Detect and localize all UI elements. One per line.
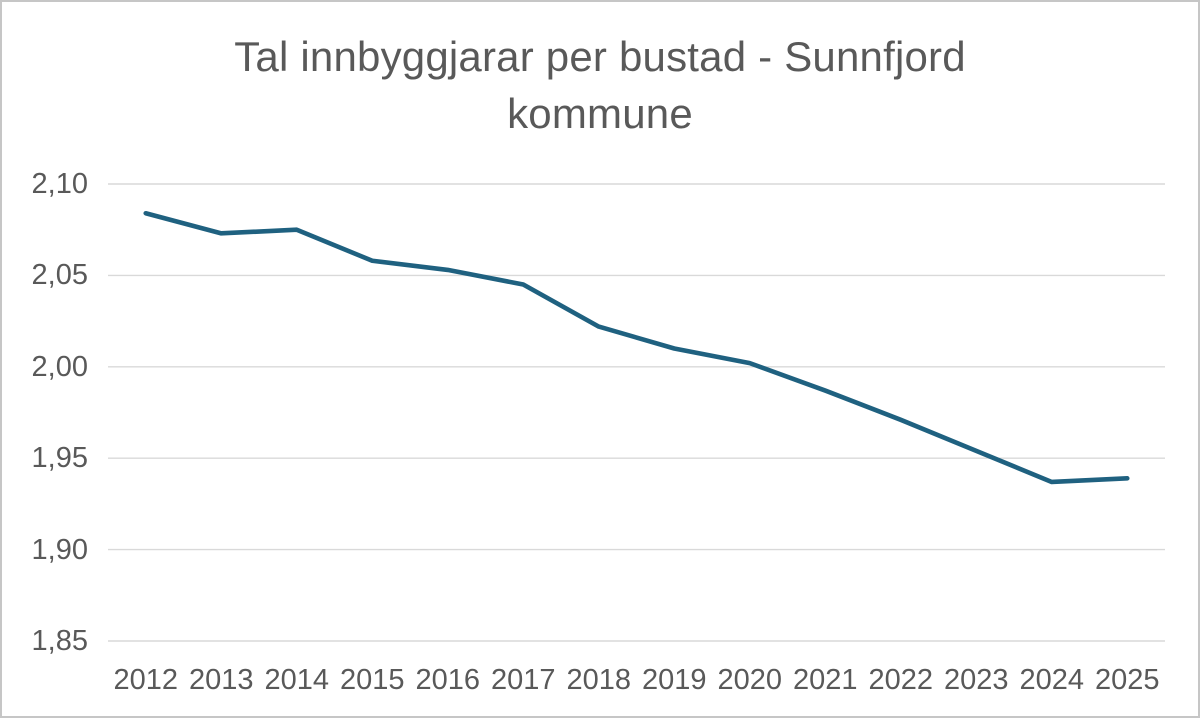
x-tick-label: 2020 (717, 664, 782, 696)
y-tick-label: 1,90 (31, 533, 88, 566)
x-tick-label: 2018 (566, 664, 631, 696)
x-tick-label: 2025 (1094, 664, 1160, 696)
y-tick-label: 2,10 (31, 168, 88, 200)
gridlines (108, 183, 1165, 642)
x-tick-label: 2021 (792, 664, 858, 696)
y-tick-label: 1,85 (31, 625, 88, 657)
chart-title: Tal innbyggjarar per bustad - Sunnfjord … (234, 33, 966, 137)
y-tick-label: 2,00 (31, 350, 88, 383)
x-tick-label: 2022 (868, 664, 933, 696)
y-tick-label: 1,95 (31, 442, 88, 475)
x-tick-label: 2023 (943, 664, 1009, 696)
x-tick-label: 2014 (264, 664, 329, 696)
y-tick-label: 2,05 (31, 259, 88, 292)
x-tick-label: 2015 (339, 664, 405, 696)
x-tick-label: 2017 (490, 664, 556, 696)
data-series (143, 210, 1130, 485)
x-tick-label: 2024 (1019, 664, 1084, 696)
x-tick-label: 2012 (113, 664, 178, 696)
x-tick-label: 2013 (188, 664, 254, 696)
x-tick-label: 2016 (415, 664, 480, 696)
data-series-line (143, 210, 1130, 485)
x-tick-label: 2019 (641, 664, 707, 696)
